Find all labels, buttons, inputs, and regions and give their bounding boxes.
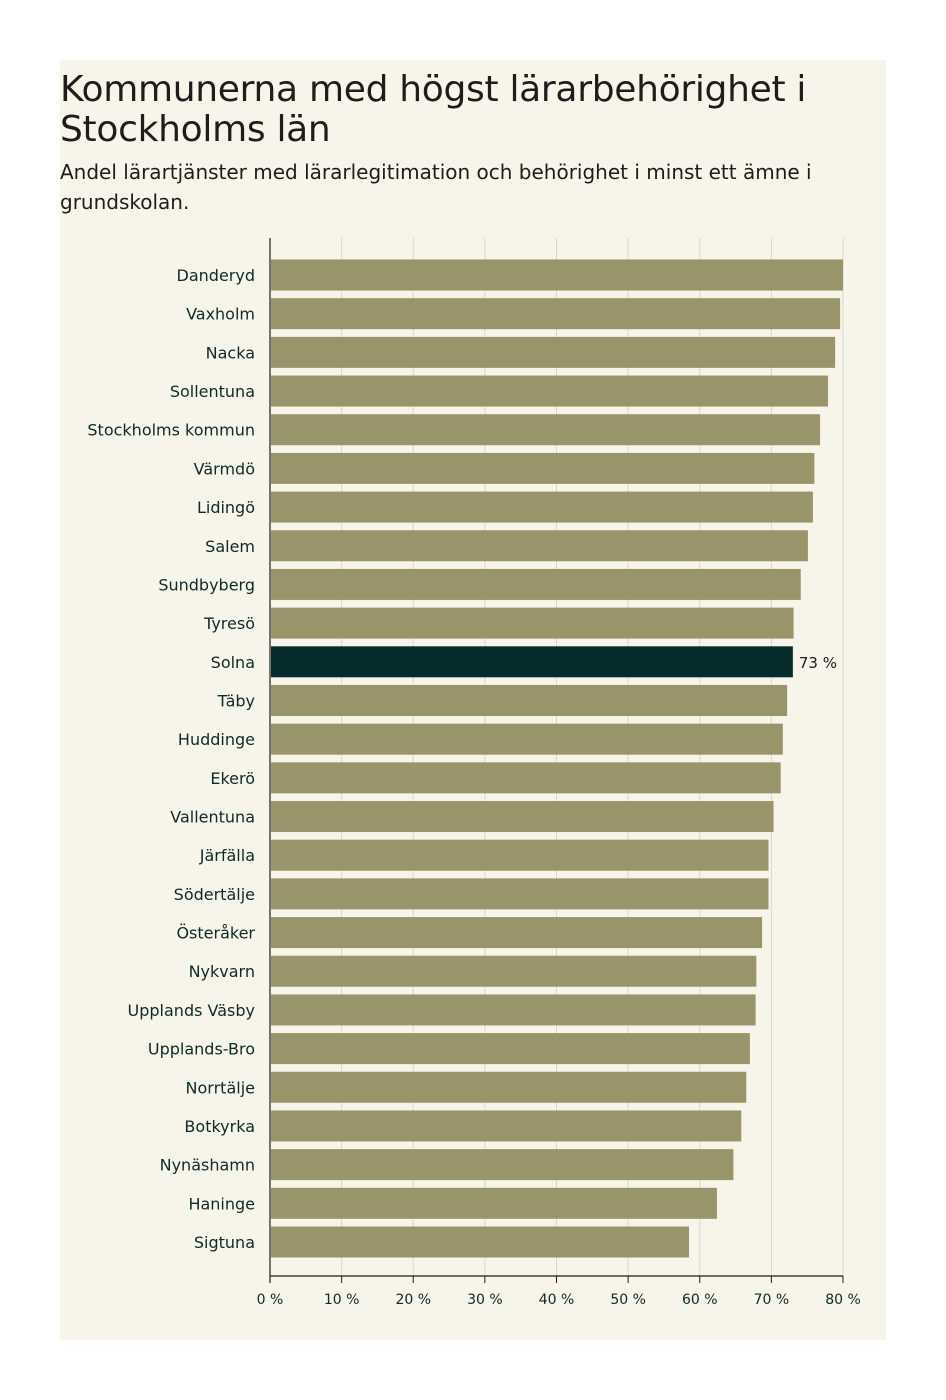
x-tick-label: 40 % xyxy=(539,1292,575,1308)
category-label: Sollentuna xyxy=(170,382,255,401)
grid-lines xyxy=(341,238,844,1276)
bar-vallentuna xyxy=(271,801,774,833)
bar-täby xyxy=(271,684,788,716)
bars xyxy=(271,259,843,1258)
bar-lidingö xyxy=(271,491,813,523)
bar-norrtälje xyxy=(271,1071,747,1103)
category-label: Tyresö xyxy=(203,614,255,633)
bar-solna xyxy=(271,646,793,678)
category-label: Danderyd xyxy=(177,266,255,285)
bar-sigtuna xyxy=(271,1226,690,1258)
chart-subtitle: Andel lärartjänster med lärarlegitimatio… xyxy=(60,160,812,214)
bar-salem xyxy=(271,530,808,562)
bar-södertälje xyxy=(271,878,769,910)
bar-vaxholm xyxy=(271,298,841,330)
category-labels: Danderyd Vaxholm Nacka Sollentuna Stockholms… xyxy=(87,266,255,1252)
category-label: Nykvarn xyxy=(189,962,255,981)
category-label: Haninge xyxy=(188,1194,255,1213)
bar-sollentuna xyxy=(271,375,828,407)
category-label: Botkyrka xyxy=(184,1117,255,1136)
bar-nykvarn xyxy=(271,955,757,987)
category-label: Ekerö xyxy=(210,769,255,788)
category-label: Salem xyxy=(205,537,255,556)
category-label: Stockholms kommun xyxy=(87,421,255,440)
category-label: Nynäshamn xyxy=(160,1156,255,1175)
bar-danderyd xyxy=(271,259,843,291)
bar-österåker xyxy=(271,917,763,949)
category-label: Järfälla xyxy=(199,846,255,865)
bar-nacka xyxy=(271,336,836,368)
category-label: Solna xyxy=(211,653,255,672)
category-label: Sigtuna xyxy=(194,1233,255,1252)
x-axis: 0 % 10 % 20 % 30 % 40 % 50 % 60 % 70 % 80 % xyxy=(257,238,861,1308)
x-tick-label: 50 % xyxy=(610,1292,646,1308)
x-tick-label: 70 % xyxy=(754,1292,790,1308)
category-label: Lidingö xyxy=(197,498,255,517)
category-label: Nacka xyxy=(206,343,255,362)
bar-botkyrka xyxy=(271,1110,742,1142)
bar-haninge xyxy=(271,1187,717,1219)
x-tick-label: 0 % xyxy=(257,1292,284,1308)
category-label: Huddinge xyxy=(178,730,255,749)
category-label: Österåker xyxy=(176,924,255,943)
category-label: Upplands-Bro xyxy=(148,1040,255,1059)
chart-title: Kommunerna med högst lärarbehörighet i S… xyxy=(60,69,807,150)
value-label: 73 % xyxy=(799,654,837,672)
bar-upplands-bro xyxy=(271,1033,750,1065)
bar-tyresö xyxy=(271,607,794,639)
bar-huddinge xyxy=(271,723,783,755)
bar-järfälla xyxy=(271,839,769,871)
category-label: Sundbyberg xyxy=(158,575,255,594)
category-label: Upplands Väsby xyxy=(128,1001,255,1020)
bar-nynäshamn xyxy=(271,1149,734,1181)
bar-stockholms-kommun xyxy=(271,414,821,446)
category-label: Vallentuna xyxy=(170,808,255,827)
category-label: Vaxholm xyxy=(186,305,255,324)
x-tick-label: 10 % xyxy=(324,1292,360,1308)
annotations: 73 % xyxy=(799,654,837,672)
category-label: Värmdö xyxy=(194,459,255,478)
category-label: Norrtälje xyxy=(186,1078,255,1097)
bar-värmdö xyxy=(271,452,815,484)
x-tick-label: 20 % xyxy=(395,1292,431,1308)
x-tick-label: 60 % xyxy=(682,1292,718,1308)
bar-upplands-väsby xyxy=(271,994,756,1026)
bar-sundbyberg xyxy=(271,568,801,600)
category-label: Södertälje xyxy=(174,885,255,904)
x-tick-label: 80 % xyxy=(825,1292,861,1308)
x-tick-label: 30 % xyxy=(467,1292,503,1308)
category-label: Täby xyxy=(217,691,255,710)
bar-ekerö xyxy=(271,762,781,794)
